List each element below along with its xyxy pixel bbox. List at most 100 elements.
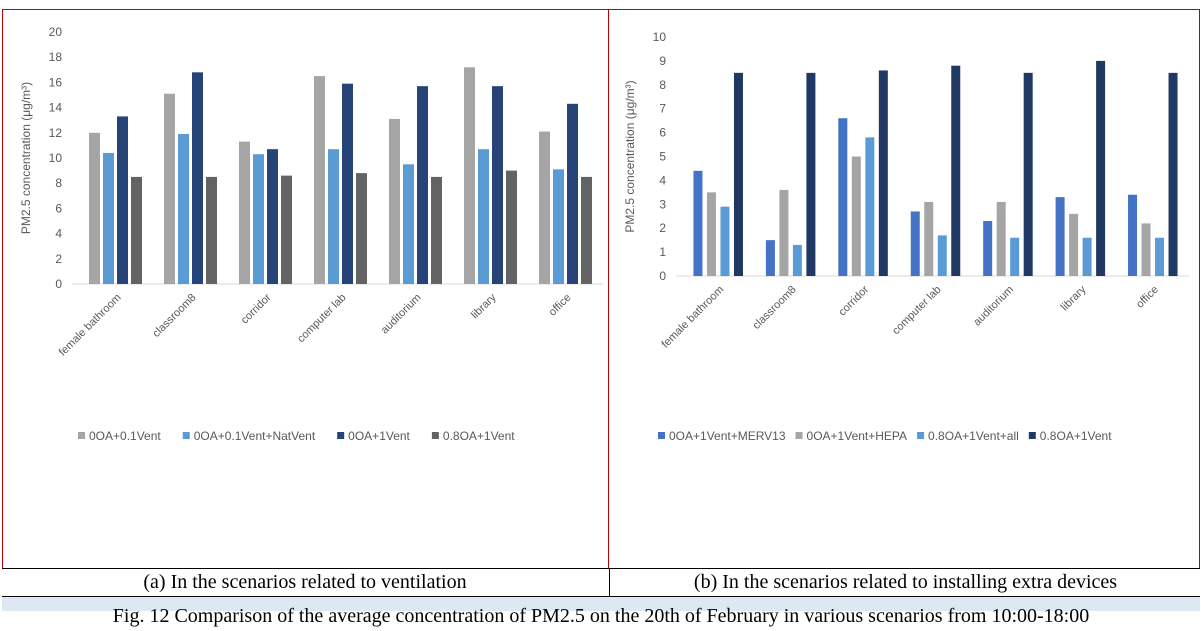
bar — [328, 149, 339, 284]
y-tick-label: 20 — [49, 25, 63, 39]
bar — [792, 244, 802, 276]
y-tick-label: 6 — [55, 201, 62, 215]
y-tick-label: 8 — [659, 78, 666, 92]
category-label: classroom8 — [751, 284, 799, 332]
bar — [779, 189, 789, 276]
y-tick-label: 10 — [653, 30, 667, 44]
category-label: female bathroom — [57, 292, 124, 359]
y-tick-label: 16 — [49, 75, 63, 89]
bar — [131, 176, 142, 284]
chart-panel-a: 0 2 4 6 8 10 12 14 16 18 20 PM2.5 concentration (μg… — [2, 9, 609, 569]
bar — [403, 164, 414, 284]
legend-swatch — [431, 432, 439, 439]
caption-a: (a) In the scenarios related to ventilat… — [143, 571, 467, 593]
bar — [878, 70, 888, 277]
legend-label: 0OA+1Vent — [348, 429, 410, 443]
y-tick-label: 2 — [659, 221, 666, 235]
legend-label: 0.8OA+1Vent — [1040, 429, 1112, 443]
bar — [539, 131, 550, 284]
y-tick-label: 8 — [55, 176, 62, 190]
y-tick-label: 14 — [49, 101, 63, 115]
legend-label: 0.8OA+1Vent — [443, 429, 515, 443]
legend-label: 0OA+0.1Vent+NatVent — [194, 429, 316, 443]
bar — [1128, 194, 1138, 276]
bar — [1010, 237, 1020, 276]
legend-label: 0.8OA+1Vent+all — [928, 429, 1019, 443]
bar — [89, 132, 100, 284]
category-label: female bathroom — [659, 284, 726, 351]
bar — [838, 118, 848, 276]
bar — [865, 137, 875, 276]
legend-swatch — [182, 432, 190, 439]
bar — [206, 176, 217, 284]
caption-b: (b) In the scenarios related to installi… — [609, 569, 1201, 596]
bar — [553, 169, 564, 284]
bar — [356, 173, 367, 284]
y-tick-label: 6 — [659, 126, 666, 140]
chart-b-svg: 0 1 2 3 4 5 6 7 8 9 10 PM2.5 concentration (μg/m³) f… — [623, 30, 1189, 443]
bar — [1082, 237, 1092, 276]
bar — [314, 76, 325, 284]
figure-caption-box: Fig. 12 Comparison of the average concen… — [2, 596, 1200, 627]
bar — [733, 72, 743, 276]
category-label: office — [1134, 284, 1161, 311]
bar — [806, 72, 816, 276]
bar — [1141, 223, 1151, 276]
bar — [164, 93, 175, 285]
bar — [1023, 72, 1033, 276]
y-tick-label: 0 — [55, 277, 62, 291]
figure-frame: 0 2 4 6 8 10 12 14 16 18 20 PM2.5 concentration (μg… — [2, 9, 1200, 627]
legend-swatch — [795, 432, 803, 439]
bar — [464, 67, 475, 284]
bar — [389, 118, 400, 284]
bar — [239, 141, 250, 284]
legend-swatch — [658, 432, 665, 439]
bar — [431, 176, 442, 284]
y-tick-label: 12 — [49, 126, 63, 140]
bar — [478, 149, 489, 284]
bar — [1096, 60, 1106, 277]
y-axis-label: PM2.5 concentration (μg/m³) — [19, 82, 33, 234]
bar — [983, 221, 993, 276]
bar — [720, 206, 730, 276]
category-label: computer lab — [890, 284, 943, 337]
legend-swatch — [1028, 432, 1036, 439]
legend-swatch — [917, 432, 925, 439]
bar — [951, 65, 961, 277]
bar — [706, 192, 716, 276]
category-label: auditorium — [379, 292, 424, 337]
y-tick-label: 10 — [49, 151, 63, 165]
legend-swatch — [78, 432, 85, 439]
bar — [765, 240, 775, 276]
chart-panel-b: 0 1 2 3 4 5 6 7 8 9 10 PM2.5 concentration (μg/m³) f… — [609, 9, 1200, 569]
bar — [342, 83, 353, 284]
legend-label: 0OA+1Vent+MERV13 — [669, 429, 786, 443]
bar — [281, 175, 292, 284]
category-label: library — [469, 291, 499, 321]
bar — [1155, 237, 1165, 276]
bar — [267, 149, 278, 284]
y-tick-label: 4 — [659, 173, 666, 187]
y-tick-label: 18 — [49, 50, 63, 64]
y-tick-label: 2 — [55, 252, 62, 266]
category-label: corridor — [239, 291, 274, 326]
bar — [253, 154, 264, 284]
bar — [506, 170, 517, 284]
bar — [192, 72, 203, 284]
y-tick-label: 9 — [659, 54, 666, 68]
bar — [996, 201, 1006, 276]
bar — [103, 152, 114, 284]
caption-row: (a) In the scenarios related to ventilat… — [2, 568, 1200, 597]
bar — [492, 86, 503, 285]
bar — [178, 134, 189, 284]
bar — [117, 116, 128, 284]
bar — [1055, 197, 1065, 276]
category-label: computer lab — [295, 292, 348, 345]
bar — [851, 156, 861, 276]
y-tick-label: 4 — [55, 227, 62, 241]
category-label: classroom8 — [150, 292, 198, 340]
chart-a-svg: 0 2 4 6 8 10 12 14 16 18 20 PM2.5 concentration (μg… — [19, 25, 603, 443]
bar — [937, 235, 947, 276]
legend-swatch — [337, 432, 345, 439]
category-label: library — [1059, 283, 1089, 313]
